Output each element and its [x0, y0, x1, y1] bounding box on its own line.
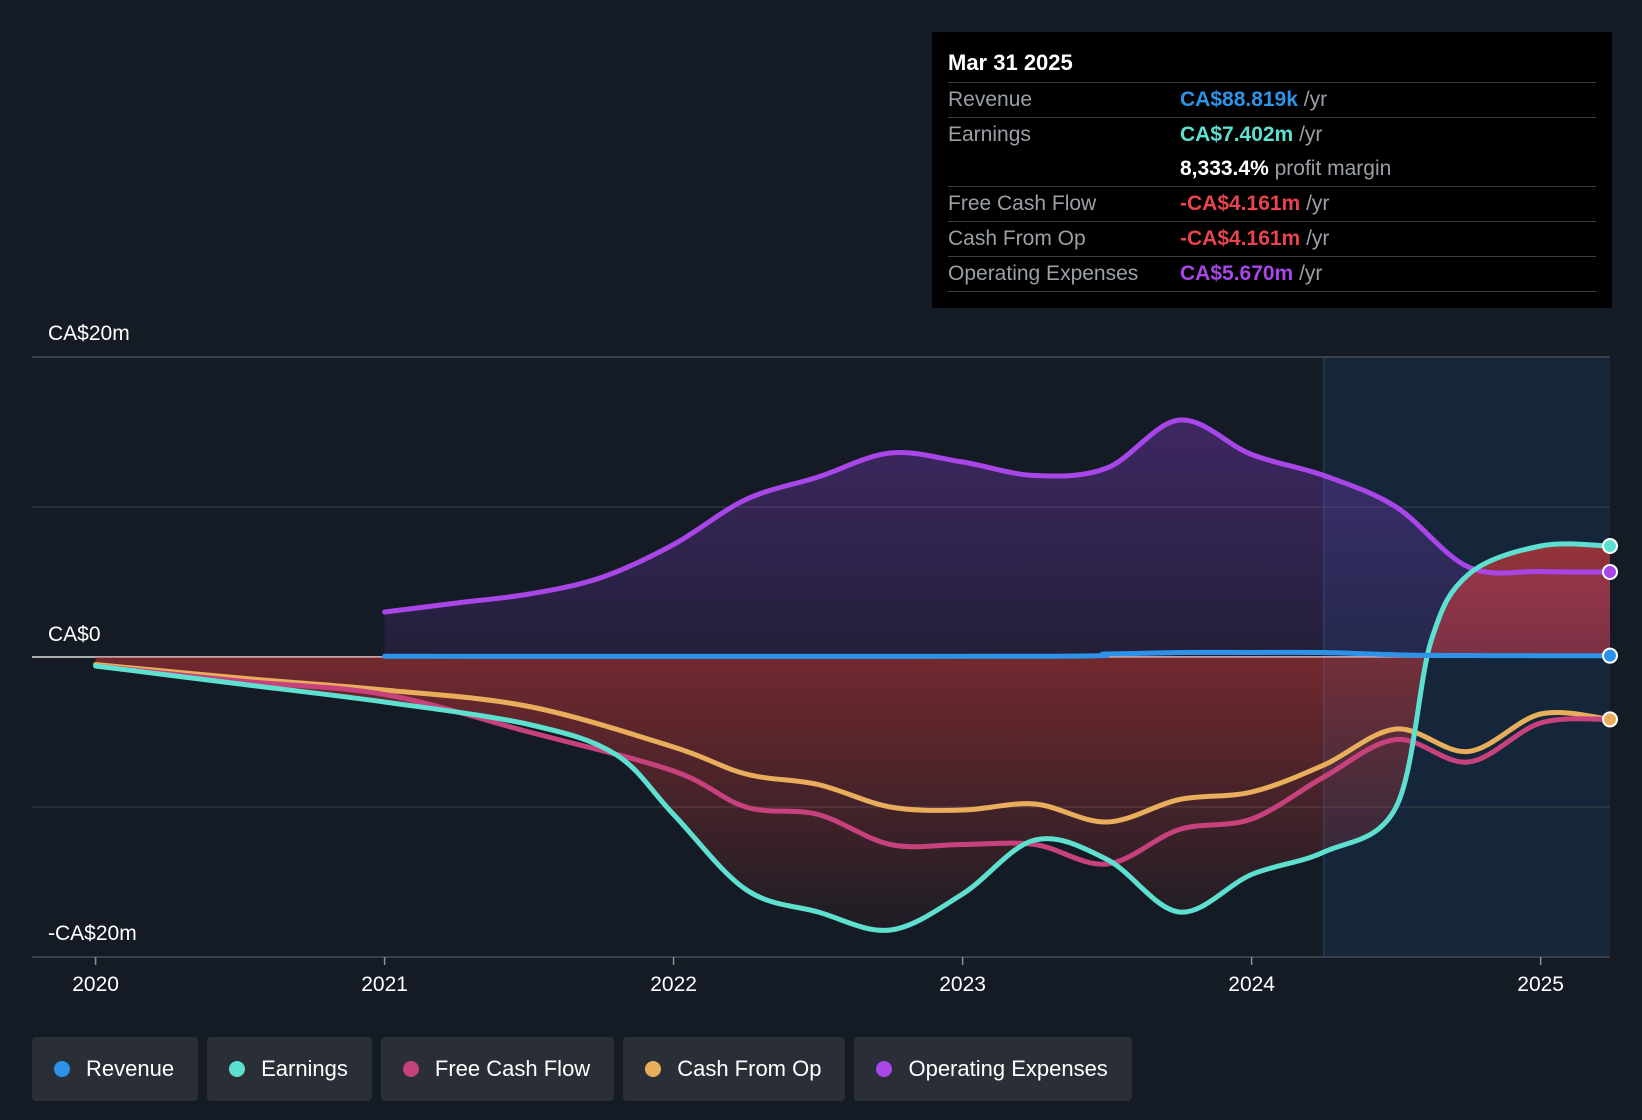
series-lines: [93, 417, 1613, 933]
fcf-value: -CA$4.161m: [1180, 192, 1301, 215]
x-tick-label: 2022: [650, 973, 697, 996]
revenue-value: CA$88.819k: [1180, 88, 1298, 111]
y-label-top: CA$20m: [48, 322, 130, 345]
end-markers: [1602, 537, 1618, 728]
cash-from-op-dot-icon: [645, 1061, 662, 1077]
x-tick-label: 2024: [1228, 973, 1275, 996]
tooltip-row-earnings: Earnings CA$7.402m /yr: [948, 118, 1596, 152]
legend-label: Earnings: [261, 1056, 348, 1081]
opex-value: CA$5.670m: [1180, 262, 1294, 285]
free-cash-flow-dot-icon: [402, 1061, 419, 1077]
axis-labels: CA$20m CA$0 -CA$20m 2020 2021 2022 2023 2024 202…: [48, 322, 1564, 996]
tooltip-value: CA$88.819k /yr: [1180, 83, 1327, 117]
area-fills: [95, 419, 1610, 931]
opex-end-marker: [1602, 563, 1618, 580]
operating-expenses-dot-icon: [876, 1061, 893, 1077]
unit: /yr: [1303, 88, 1328, 111]
x-tick-label: 2021: [361, 973, 408, 996]
earnings-end-marker: [1602, 537, 1618, 554]
tooltip-label: Free Cash Flow: [948, 192, 1097, 215]
unit: /yr: [1306, 227, 1330, 250]
cfo-value: -CA$4.161m: [1180, 227, 1301, 250]
y-label-zero: CA$0: [48, 623, 101, 646]
opex-area: [384, 419, 1610, 657]
legend-label: Revenue: [86, 1056, 175, 1081]
tooltip-row-cfo: Cash From Op -CA$4.161m /yr: [948, 222, 1596, 257]
tooltip-value: CA$7.402m /yr: [1180, 118, 1322, 152]
tooltip-row-opex: Operating Expenses CA$5.670m /yr: [948, 257, 1596, 292]
y-label-bottom: -CA$20m: [48, 922, 137, 945]
legend-item-free-cash-flow[interactable]: Free Cash Flow: [380, 1037, 615, 1101]
tooltip-row-margin: 8,333.4% profit margin: [948, 152, 1596, 187]
unit: /yr: [1306, 192, 1330, 215]
negative-area: [95, 543, 1610, 931]
legend-label: Operating Expenses: [908, 1056, 1108, 1081]
tooltip-row-revenue: Revenue CA$88.819k /yr: [948, 83, 1596, 118]
tooltip-label: Cash From Op: [948, 227, 1086, 250]
fcf-line: [93, 663, 1613, 867]
x-tick-label: 2020: [72, 973, 119, 996]
legend-label: Free Cash Flow: [434, 1056, 591, 1081]
revenue-dot-icon: [54, 1061, 70, 1077]
revenue-end-marker: [1602, 647, 1618, 664]
unit: /yr: [1299, 262, 1323, 285]
earnings-value: CA$7.402m: [1180, 123, 1294, 146]
x-tick-label: 2023: [939, 973, 986, 996]
legend-label: Cash From Op: [677, 1056, 822, 1081]
earnings-dot-icon: [229, 1061, 246, 1077]
legend-item-cash-from-op[interactable]: Cash From Op: [623, 1037, 846, 1101]
legend-item-operating-expenses[interactable]: Operating Expenses: [854, 1037, 1132, 1101]
tooltip-value: -CA$4.161m /yr: [1180, 222, 1329, 256]
legend: Revenue Earnings Free Cash Flow Cash Fro…: [32, 1037, 1132, 1101]
x-tick-label: 2025: [1517, 973, 1564, 996]
tooltip-panel: Mar 31 2025 Revenue CA$88.819k /yr Earni…: [932, 32, 1612, 308]
legend-item-revenue[interactable]: Revenue: [32, 1037, 199, 1101]
margin-value: 8,333.4%: [1180, 157, 1269, 180]
tooltip-label: Revenue: [948, 88, 1033, 111]
tooltip-label: Operating Expenses: [948, 262, 1139, 285]
unit: /yr: [1299, 123, 1323, 146]
revenue-line: [382, 649, 1613, 659]
legend-item-earnings[interactable]: Earnings: [207, 1037, 372, 1101]
cfo-line: [93, 662, 1613, 825]
unit: profit margin: [1274, 157, 1392, 180]
tooltip-value: 8,333.4% profit margin: [1180, 152, 1391, 186]
tooltip-value: CA$5.670m /yr: [1180, 257, 1322, 291]
tooltip-label: Earnings: [948, 123, 1031, 146]
tooltip-date: Mar 31 2025: [948, 46, 1596, 83]
opex-line: [382, 417, 1613, 615]
tooltip-row-fcf: Free Cash Flow -CA$4.161m /yr: [948, 187, 1596, 222]
cfo-end-marker: [1602, 711, 1618, 728]
earnings-line: [93, 541, 1613, 933]
tooltip-value: -CA$4.161m /yr: [1180, 187, 1329, 221]
